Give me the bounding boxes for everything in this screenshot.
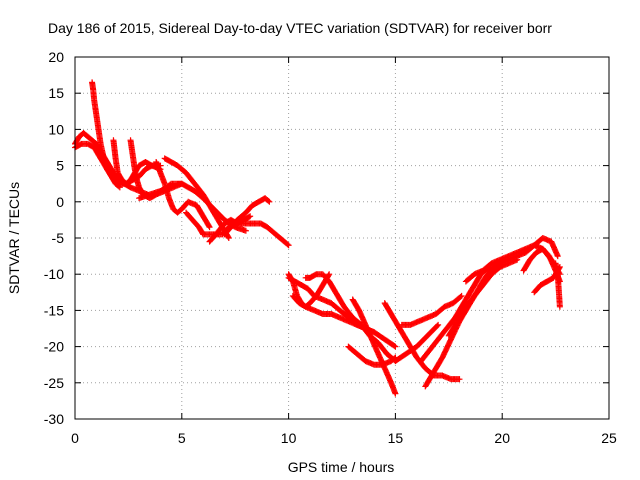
chart-title: Day 186 of 2015, Sidereal Day-to-day VTE… [48, 20, 552, 36]
series-sat-d [110, 137, 164, 187]
data-point [265, 197, 272, 204]
data-point [456, 376, 463, 383]
data-point [206, 224, 213, 231]
data-point [457, 293, 464, 300]
data-point [242, 227, 249, 234]
data-point [435, 321, 442, 328]
x-tick-label: 5 [178, 430, 186, 446]
x-tick-label: 0 [71, 430, 79, 446]
data-point [392, 354, 399, 361]
data-points [72, 79, 563, 397]
series-sat-o [302, 271, 442, 365]
data-point [392, 343, 399, 350]
plot-frame [74, 56, 610, 420]
data-point [391, 355, 398, 362]
data-point [205, 223, 212, 230]
series-sat-j [221, 195, 273, 238]
data-point [391, 342, 398, 349]
y-tick-label: -15 [44, 302, 64, 318]
data-point [554, 253, 561, 260]
data-point [225, 235, 232, 241]
series-sat-k [206, 213, 254, 245]
x-axis-title: GPS time / hours [288, 459, 395, 475]
data-point [434, 322, 441, 329]
y-axis-title: SDTVAR / TECUs [6, 182, 22, 294]
y-tick-label: 10 [48, 121, 64, 137]
y-tick-label: -20 [44, 339, 64, 355]
data-point [371, 329, 378, 336]
data-point [458, 292, 465, 299]
series-sat-m [289, 292, 399, 350]
data-point [115, 183, 122, 190]
series-sat-s [398, 292, 465, 328]
y-tick-label: -25 [44, 375, 64, 391]
series-sat-zz [552, 260, 563, 310]
data-point [246, 213, 253, 220]
data-point [392, 390, 399, 397]
x-tick-label: 25 [601, 430, 617, 446]
x-tick-label: 15 [388, 430, 404, 446]
y-tick-label: 20 [48, 49, 64, 65]
data-point [284, 241, 291, 248]
data-point [247, 213, 254, 220]
data-point [225, 233, 232, 240]
y-tick-label: -10 [44, 266, 64, 282]
y-tick-label: -5 [52, 230, 65, 246]
y-tick-label: 15 [48, 85, 64, 101]
x-tick-label: 10 [281, 430, 297, 446]
data-point [326, 271, 333, 278]
y-tick-label: -30 [44, 411, 64, 427]
series-sat-u [418, 263, 493, 365]
grid-lines [75, 57, 609, 419]
series-sat-h [153, 158, 213, 231]
axis-ticks: 0 5 10 15 20 25 -30 -25 -20 -15 -10 -5 0 5 10 15 20 [44, 49, 617, 446]
series-sat-c [89, 79, 123, 191]
y-tick-label: 0 [56, 194, 64, 210]
series-sat-q [345, 343, 399, 368]
x-tick-label: 20 [494, 430, 510, 446]
data-point [285, 242, 292, 249]
data-point [556, 303, 563, 310]
y-tick-label: 5 [56, 158, 64, 174]
data-point [266, 198, 273, 205]
data-point [116, 184, 123, 191]
